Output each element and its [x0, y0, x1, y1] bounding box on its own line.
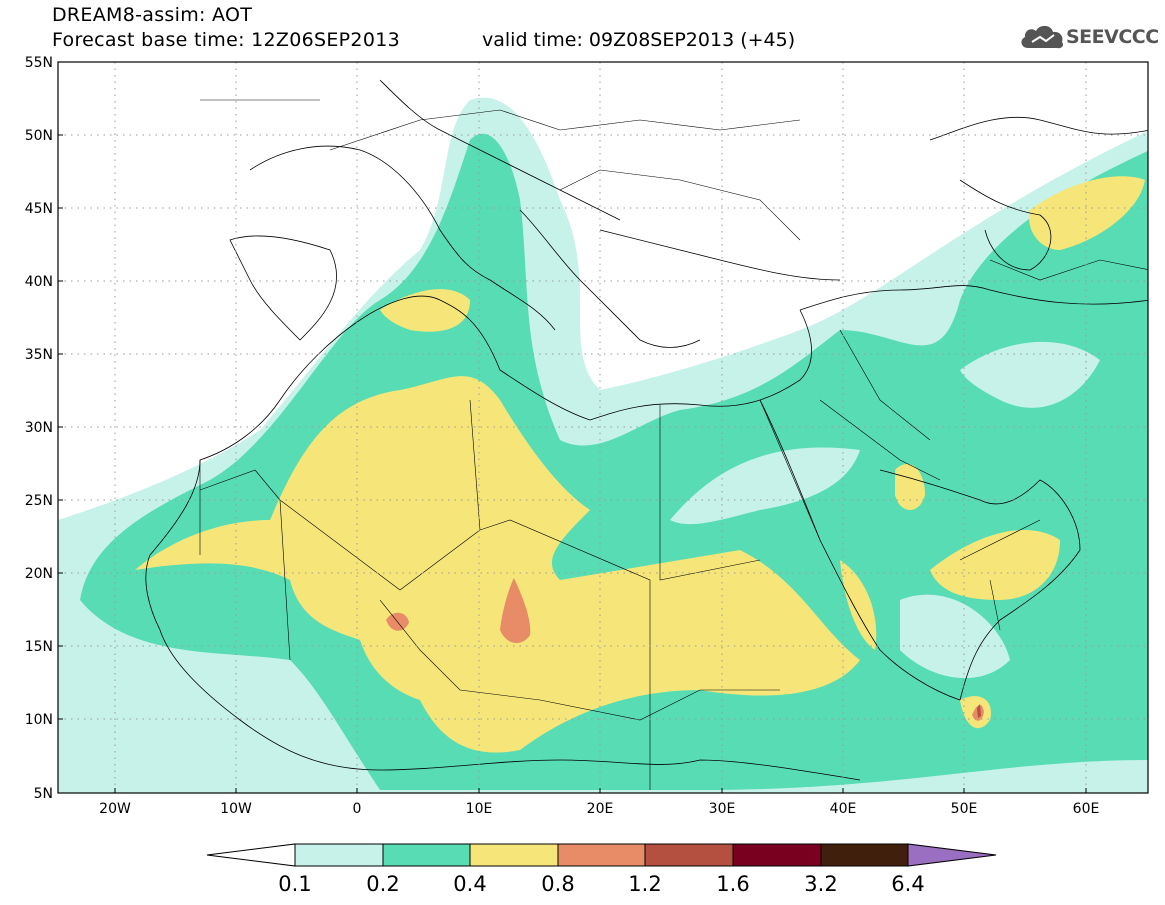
aot-contours	[58, 79, 1148, 793]
lat-label: 10N	[25, 712, 53, 728]
seevccc-logo: SEEVCCC	[1018, 18, 1159, 58]
lon-label: 10W	[220, 801, 252, 817]
colorbar-swatch	[557, 843, 646, 867]
lat-label: 55N	[25, 55, 53, 71]
colorbar-label: 3.2	[804, 872, 837, 896]
lat-label: 35N	[25, 347, 53, 363]
lat-label: 30N	[25, 420, 53, 436]
colorbar-label: 1.6	[716, 872, 749, 896]
colorbar-label: 6.4	[891, 872, 924, 896]
lon-labels: 20W 10W 0 10E 20E 30E 40E 50E 60E	[99, 801, 1099, 817]
map-title: DREAM8-assim: AOT	[52, 4, 253, 26]
lat-label: 20N	[25, 566, 53, 582]
lon-label: 60E	[1073, 801, 1100, 817]
lon-label: 20E	[587, 801, 614, 817]
lat-label: 15N	[25, 639, 53, 655]
colorbar-swatch	[382, 843, 471, 867]
aot-level-0.8	[500, 578, 531, 644]
colorbar-label: 0.4	[453, 872, 486, 896]
aot-level-0.4	[135, 376, 860, 753]
valid-time: valid time: 09Z08SEP2013 (+45)	[482, 29, 796, 51]
colorbar-swatch	[820, 843, 909, 867]
colorbar-label: 1.2	[628, 872, 661, 896]
colorbar-label: 0.8	[541, 872, 574, 896]
lon-label: 30E	[709, 801, 736, 817]
colorbar	[206, 843, 997, 867]
lat-label: 5N	[34, 786, 53, 802]
lon-label: 0	[353, 801, 362, 817]
forecast-base-time: Forecast base time: 12Z06SEP2013	[52, 29, 400, 51]
lat-label: 45N	[25, 201, 53, 217]
lat-labels: 55N 50N 45N 40N 35N 30N 25N 20N 15N 10N …	[25, 55, 53, 802]
country-borders	[199, 99, 1148, 790]
lat-label: 40N	[25, 274, 53, 290]
lon-label: 40E	[830, 801, 857, 817]
colorbar-label: 0.1	[278, 872, 311, 896]
lat-label: 25N	[25, 493, 53, 509]
colorbar-swatch	[732, 843, 822, 867]
lon-label: 50E	[951, 801, 978, 817]
graticule	[58, 62, 1148, 793]
cloud-icon	[1021, 25, 1064, 49]
logo-text: SEEVCCC	[1066, 26, 1159, 48]
colorbar-max-arrow	[907, 843, 997, 867]
coastlines	[145, 79, 1148, 781]
colorbar-labels: 0.1 0.2 0.4 0.8 1.2 1.6 3.2 6.4	[278, 872, 924, 896]
colorbar-swatch	[644, 843, 734, 867]
colorbar-min-arrow	[206, 843, 296, 867]
lon-label: 10E	[466, 801, 493, 817]
colorbar-swatch	[294, 843, 384, 867]
colorbar-label: 0.2	[366, 872, 399, 896]
lon-label: 20W	[99, 801, 131, 817]
colorbar-swatch	[469, 843, 559, 867]
lat-label: 50N	[25, 128, 53, 144]
